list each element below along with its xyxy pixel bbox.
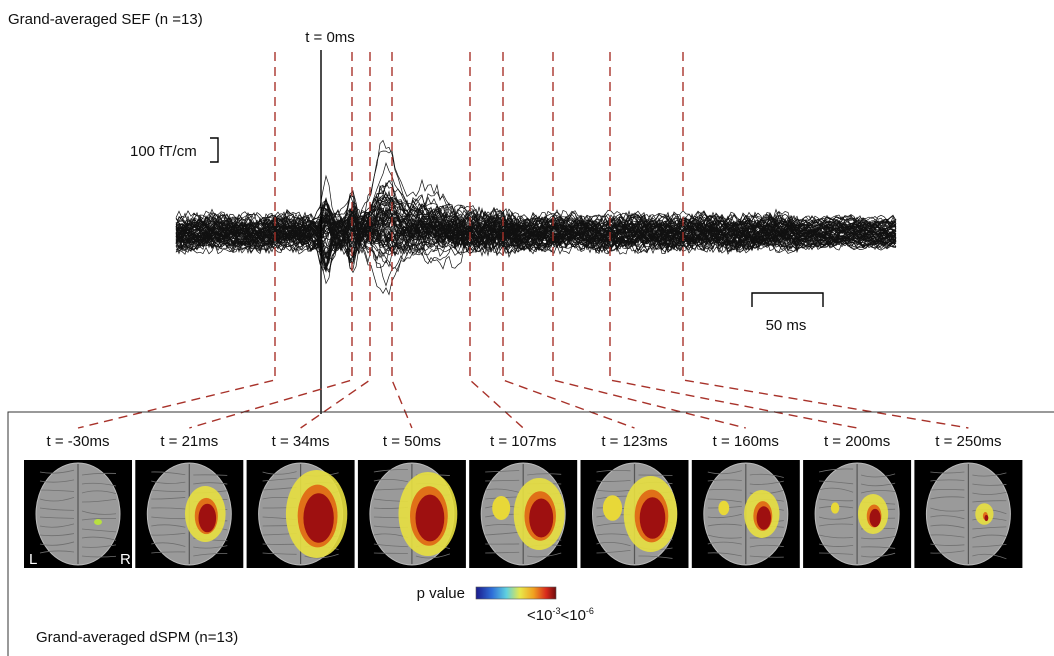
zero-label: t = 0ms xyxy=(305,29,355,46)
sulcus xyxy=(151,480,228,485)
colorbar-low: <10-3<10-6 xyxy=(527,606,594,624)
sulcus xyxy=(39,550,117,558)
sulcus xyxy=(39,479,117,487)
trace xyxy=(175,218,897,254)
trace xyxy=(175,195,897,249)
activation-left xyxy=(602,495,623,521)
hemisphere-left: L xyxy=(29,551,37,568)
sulcus xyxy=(373,552,451,559)
sulcus xyxy=(707,479,784,485)
sulcus xyxy=(707,470,784,478)
panel-label: t = 34ms xyxy=(272,433,330,450)
marker-line xyxy=(300,52,371,429)
brain-panels: t = -30ms t = 21ms t = 34ms t = 50ms t = 107… xyxy=(24,433,1023,568)
bottom-title: Grand-averaged dSPM (n=13) xyxy=(36,629,238,646)
sulcus xyxy=(819,468,896,478)
waveforms xyxy=(175,139,897,296)
sulcus xyxy=(930,543,1007,548)
panel-label: t = 160ms xyxy=(713,433,779,450)
sulcus xyxy=(930,534,1007,539)
panel-label: t = 21ms xyxy=(160,433,218,450)
high-exp: -6 xyxy=(586,606,594,616)
marker-line xyxy=(682,52,969,429)
sulcus xyxy=(707,541,784,548)
trace xyxy=(175,205,897,241)
activation-spot xyxy=(94,519,102,525)
amp-scale-bar xyxy=(210,137,219,163)
activation-core xyxy=(415,494,445,542)
sulcus xyxy=(151,542,228,549)
sulcus xyxy=(596,469,673,476)
sulcus xyxy=(818,543,896,549)
sulcus xyxy=(39,523,117,533)
trace xyxy=(175,216,897,266)
activation-core xyxy=(984,514,989,522)
sulcus xyxy=(262,552,339,559)
sulcus xyxy=(485,551,562,558)
sulcus xyxy=(707,534,784,539)
sulcus xyxy=(596,549,673,559)
low-base: <10 xyxy=(527,607,552,624)
marker-line xyxy=(552,52,746,429)
panel-label: t = 200ms xyxy=(824,433,890,450)
sulcus xyxy=(930,479,1007,486)
panel-label: t = 250ms xyxy=(935,433,1001,450)
colorbar xyxy=(475,586,557,600)
sulcus xyxy=(151,551,228,557)
trace xyxy=(175,199,897,244)
high-base: <10 xyxy=(560,607,585,624)
time-scale-label: 50 ms xyxy=(766,317,807,334)
panel-frame xyxy=(7,411,1054,656)
sulcus xyxy=(39,489,117,494)
colorbar-title: p value xyxy=(417,585,465,602)
activation-core xyxy=(303,493,334,543)
sulcus xyxy=(39,496,117,503)
activation-left xyxy=(718,500,730,516)
top-title: Grand-averaged SEF (n =13) xyxy=(8,11,203,28)
activation-core xyxy=(756,506,771,530)
sulcus xyxy=(485,470,562,476)
amp-scale-label: 100 fT/cm xyxy=(130,143,197,160)
sulcus xyxy=(930,496,1007,503)
sulcus xyxy=(39,507,117,515)
activation-left xyxy=(492,496,511,520)
sulcus xyxy=(930,489,1007,495)
sulcus xyxy=(930,471,1007,477)
sulcus xyxy=(819,552,896,558)
low-exp: -3 xyxy=(552,606,560,616)
panel-label: t = 50ms xyxy=(383,433,441,450)
sulcus xyxy=(151,471,228,476)
sulcus xyxy=(819,480,896,487)
activation-core xyxy=(198,503,217,533)
trace xyxy=(175,197,897,256)
panel-label: t = -30ms xyxy=(47,433,110,450)
sulcus xyxy=(930,550,1007,560)
activation-left xyxy=(830,502,840,514)
marker-line xyxy=(77,52,276,429)
sulcus xyxy=(39,469,117,476)
sulcus xyxy=(39,533,117,541)
activation-core xyxy=(529,498,554,538)
sulcus xyxy=(39,541,117,548)
sulcus xyxy=(707,552,784,558)
sulcus xyxy=(818,487,896,494)
hemisphere-right: R xyxy=(120,551,131,568)
panel-label: t = 123ms xyxy=(601,433,667,450)
panel-label: t = 107ms xyxy=(490,433,556,450)
sulcus xyxy=(819,534,896,540)
activation-core xyxy=(869,508,881,528)
activation-core xyxy=(639,497,666,539)
time-scale-bar xyxy=(751,292,824,307)
sulcus xyxy=(930,524,1007,530)
trace xyxy=(175,213,897,250)
sulcus xyxy=(39,516,117,521)
